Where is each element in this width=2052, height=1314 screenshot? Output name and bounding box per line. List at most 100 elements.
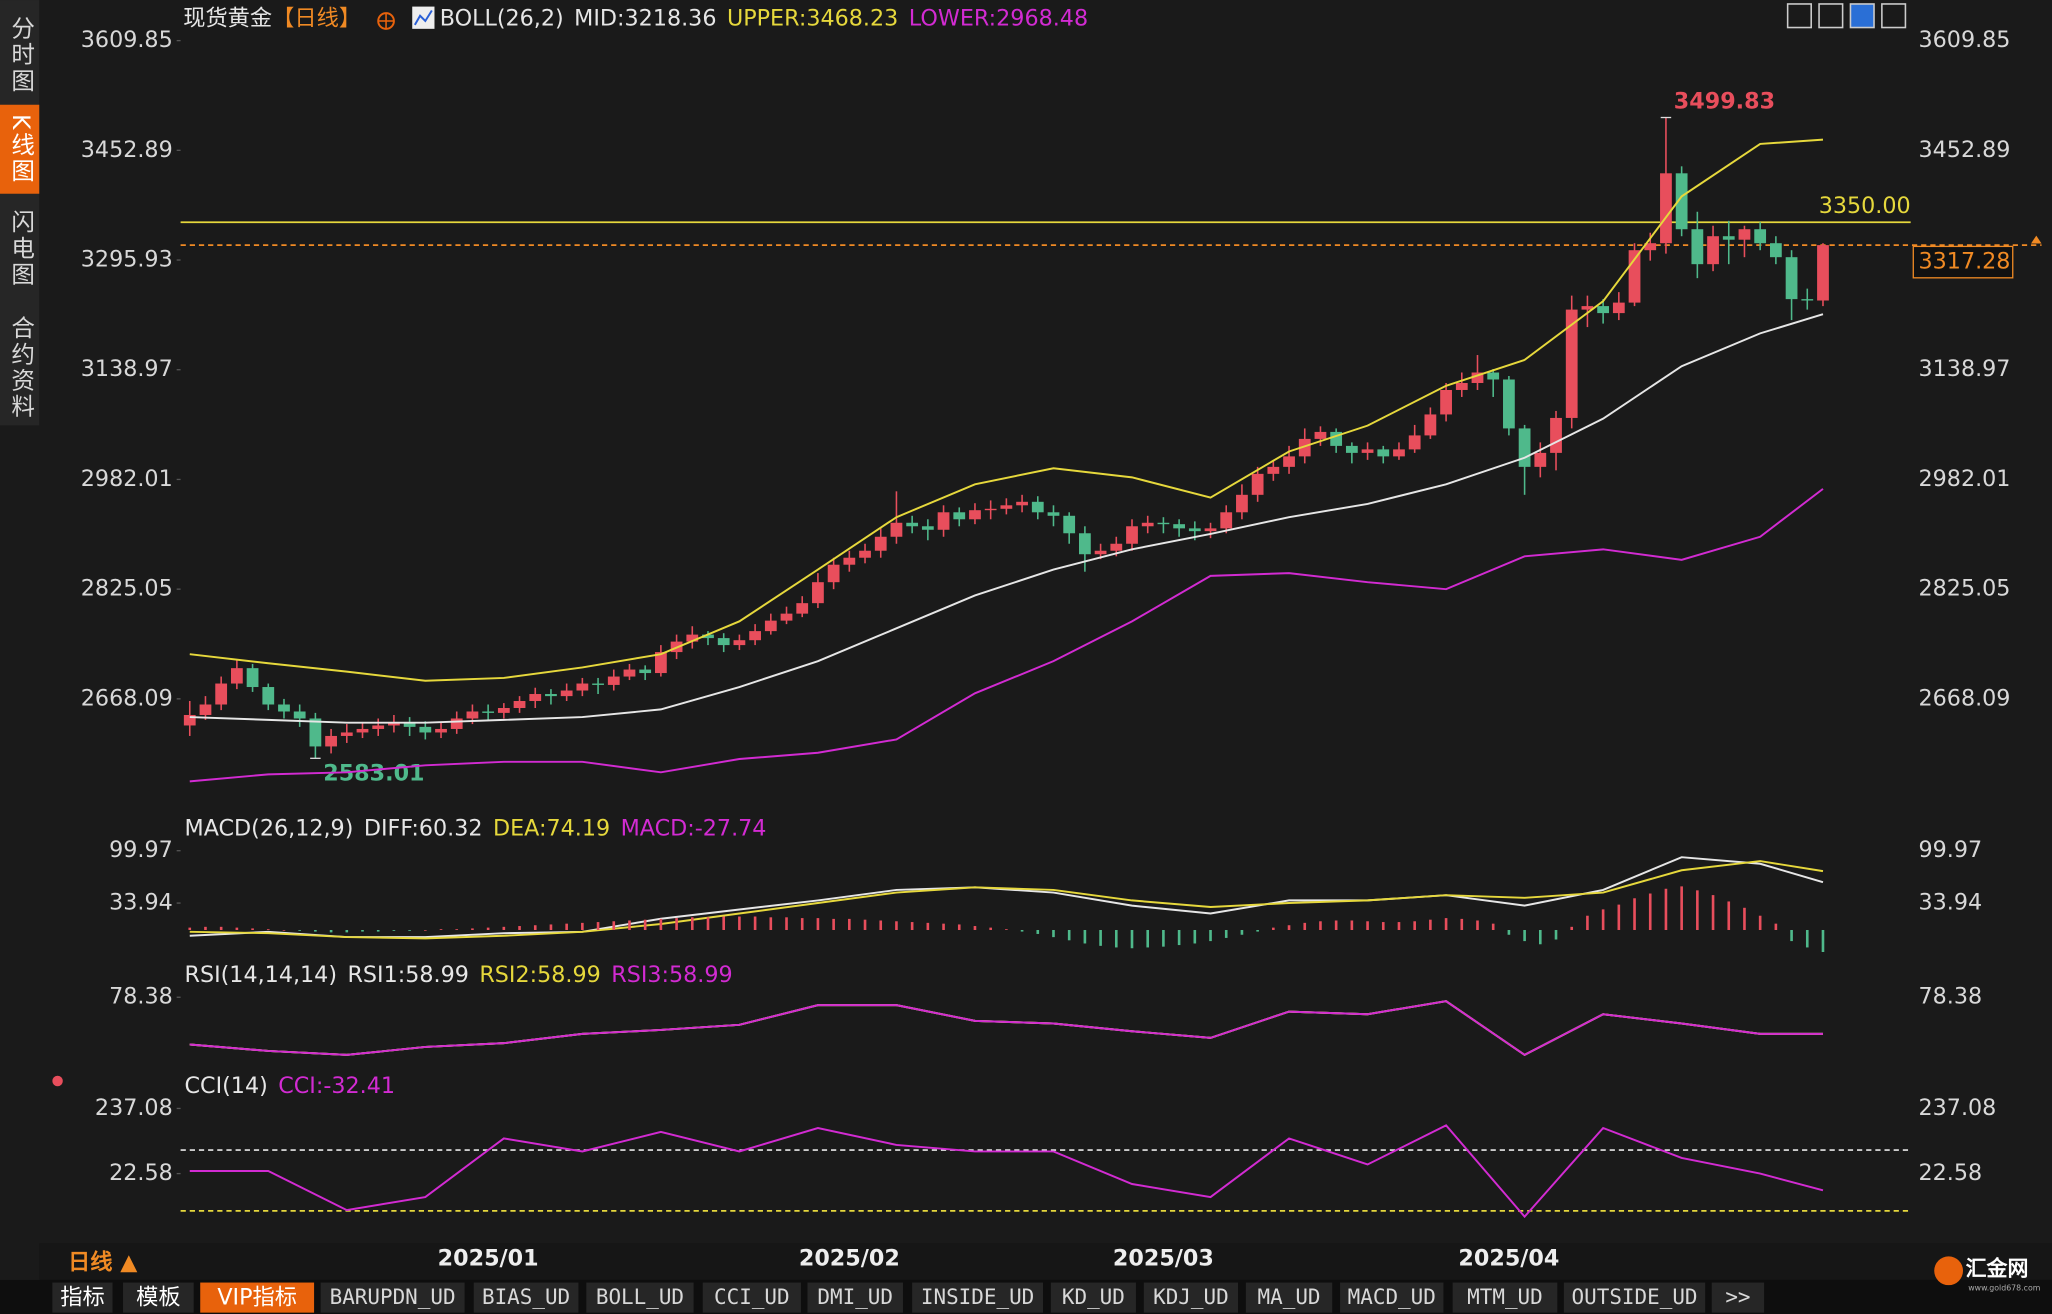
tab[interactable]: KD_UD [1062, 1285, 1125, 1309]
tab[interactable]: MA_UD [1258, 1285, 1321, 1309]
tab[interactable]: CCI_UD [714, 1285, 790, 1309]
candle-body [1487, 372, 1500, 380]
tab[interactable]: BOLL_UD [596, 1285, 684, 1309]
candle-body [388, 721, 400, 726]
histogram-bar [1005, 929, 1008, 930]
tab[interactable]: VIP指标 [217, 1285, 297, 1311]
histogram-bar [1052, 929, 1055, 938]
legend-title: RSI(14,14,14) [185, 962, 337, 988]
y-tick-label-right: 3609.85 [1919, 27, 2011, 53]
histogram-bar [204, 926, 207, 930]
tab-bg [1452, 1282, 1558, 1313]
y-tick-label-right: 2982.01 [1919, 466, 2011, 492]
tab[interactable]: MTM_UD [1467, 1285, 1543, 1309]
candle-body [1518, 428, 1531, 467]
candle-body [1644, 243, 1657, 251]
histogram-bar [785, 917, 788, 930]
legend-entry: RSI1:58.99 [347, 962, 468, 988]
candle-body [293, 711, 306, 719]
sidebar-active-tab [0, 104, 40, 194]
tab[interactable]: BARUPDN_UD [330, 1285, 456, 1309]
tab[interactable]: 指标 [60, 1285, 104, 1311]
histogram-bar [769, 917, 773, 930]
legend-period: 【日线】 [272, 5, 361, 31]
histogram-bar [1711, 895, 1715, 930]
candle-body [403, 721, 416, 727]
candle-body [1597, 306, 1610, 314]
candle-body [199, 704, 212, 715]
header-icons[interactable] [377, 6, 435, 30]
histogram-bar [1177, 929, 1181, 946]
tab[interactable]: OUTSIDE_UD [1572, 1285, 1698, 1309]
y-tick-label: 3452.89 [81, 137, 173, 163]
histogram-bar [1758, 915, 1762, 930]
candle-body [749, 631, 761, 641]
indicator-line [189, 856, 1824, 939]
sidebar-tab[interactable]: 闪电图 [7, 209, 35, 288]
tab[interactable]: INSIDE_UD [921, 1285, 1034, 1309]
candle-body [1691, 229, 1704, 265]
histogram-bar [361, 929, 364, 932]
candle-body [1361, 449, 1374, 453]
candle-body [1581, 306, 1594, 310]
histogram-bar [1303, 922, 1307, 930]
histogram-bar [1350, 920, 1354, 930]
indicator-line [189, 313, 1824, 724]
tab[interactable]: >> [1725, 1285, 1750, 1309]
price-box [1912, 245, 2014, 279]
tab[interactable]: BIAS_UD [482, 1285, 570, 1309]
candle-body [1204, 528, 1217, 532]
histogram-bar [1743, 907, 1746, 930]
toolbar-icons[interactable] [1786, 3, 1907, 29]
indicator-line [189, 1000, 1823, 1057]
candle-body [183, 714, 196, 726]
indicator-line [189, 138, 1824, 682]
tab[interactable]: KDJ_UD [1153, 1285, 1229, 1309]
histogram-bar [581, 922, 584, 930]
tab[interactable]: MACD_UD [1348, 1285, 1436, 1309]
tab[interactable]: 模板 [136, 1285, 180, 1311]
candle-body [1393, 449, 1405, 457]
candle-body [984, 508, 997, 511]
candle-body [1408, 435, 1421, 450]
candle-body [1817, 245, 1829, 301]
tab[interactable]: DMI_UD [817, 1285, 893, 1309]
histogram-bar [1664, 888, 1668, 930]
candle-body [1173, 524, 1186, 529]
candle-body [1722, 236, 1735, 240]
candle-body [513, 701, 526, 708]
candle-body [1157, 522, 1170, 525]
histogram-bar [1130, 929, 1134, 949]
candle-body [654, 652, 667, 674]
histogram-bar [1099, 929, 1102, 946]
sidebar-tab[interactable]: 分时图 [7, 15, 35, 94]
histogram-bar [1648, 893, 1652, 930]
histogram-bar [1146, 929, 1150, 948]
period-label[interactable]: 日线 ▲ [68, 1248, 138, 1275]
candle-body [1377, 449, 1390, 457]
histogram-bar [1444, 918, 1448, 930]
histogram-bar [1319, 921, 1322, 930]
candle-body [843, 557, 856, 565]
histogram-bar [675, 918, 678, 930]
candle-body [1079, 533, 1091, 555]
tab-group: 指标 模板 VIP指标 BARUPDN_UD BIAS_UD BOLL_UD CCI_UD D… [52, 1282, 1765, 1313]
candle-body [1236, 494, 1248, 513]
histogram-bar [408, 929, 411, 931]
candle-body [1471, 372, 1484, 383]
sidebar-tab[interactable]: K线图 [7, 114, 35, 184]
sidebar-tab[interactable]: 合约资料 [7, 315, 35, 420]
tab-bg [586, 1282, 694, 1313]
price-marker [2031, 235, 2042, 244]
histogram-bar [753, 916, 757, 930]
histogram-bar [1601, 909, 1605, 930]
histogram-bar [1256, 929, 1259, 932]
legend: CCI(14) CCI:-32.41 [185, 1073, 396, 1099]
tab-bg [1143, 1282, 1239, 1313]
candle-body [1251, 473, 1264, 495]
histogram-bar [282, 929, 286, 931]
tab-bg [1340, 1282, 1444, 1313]
histogram-bar [1570, 926, 1574, 930]
histogram-bar [863, 919, 867, 930]
